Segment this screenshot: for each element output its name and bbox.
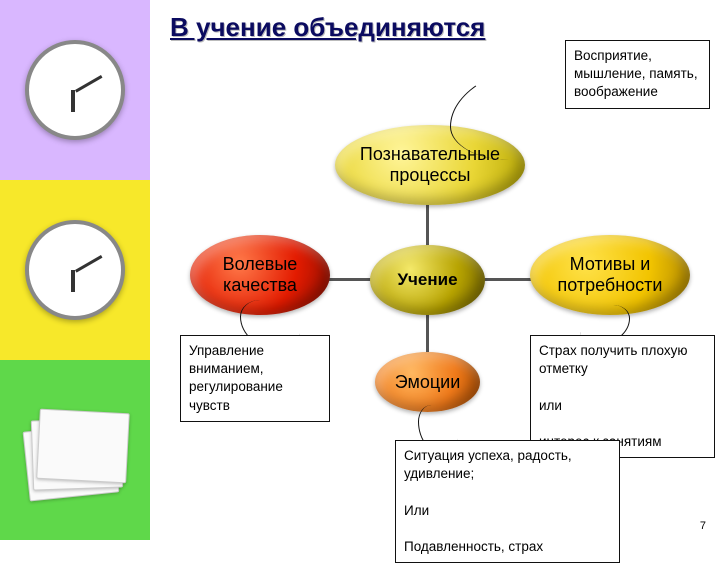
paper-stack-icon <box>20 405 130 495</box>
callout-volitional: Управление вниманием, регулирование чувс… <box>180 335 330 422</box>
decorative-sidebar <box>0 0 150 540</box>
node-emotions: Эмоции <box>375 352 480 412</box>
concept-diagram: Познавательные процессы Волевые качества… <box>150 50 720 520</box>
node-learning-center: Учение <box>370 245 485 315</box>
callout-cognitive: Восприятие, мышление, память, воображени… <box>565 40 710 109</box>
node-motives-needs: Мотивы и потребности <box>530 235 690 315</box>
callout-emotions: Ситуация успеха, радость, удивление; Или… <box>395 440 620 563</box>
connector-left <box>325 278 375 281</box>
side-tile-clock-violet <box>0 0 150 180</box>
page-number: 7 <box>700 520 706 532</box>
side-tile-clock-yellow <box>0 180 150 360</box>
clock-icon <box>25 40 125 140</box>
side-tile-papers <box>0 360 150 540</box>
connector-bottom <box>426 312 429 357</box>
page-title: В учение объединяются <box>170 12 710 43</box>
connector-right <box>480 278 535 281</box>
clock-icon <box>25 220 125 320</box>
connector-top <box>426 200 429 250</box>
